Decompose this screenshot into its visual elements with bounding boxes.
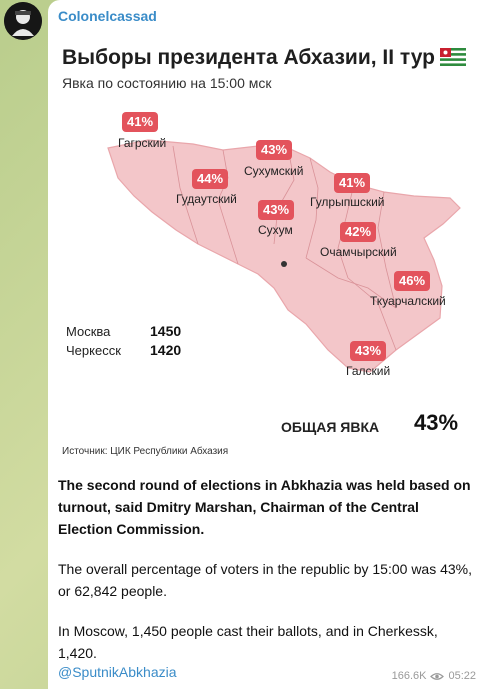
card-subtitle: Явка по состоянию на 15:00 мск	[62, 75, 272, 91]
abkhazia-flag-icon	[440, 48, 466, 66]
badge-gagra: 41%	[122, 112, 159, 132]
eye-icon	[430, 672, 445, 680]
badge-ochamchira: 42%	[340, 222, 377, 242]
post-time: 05:22	[448, 670, 476, 682]
post-paragraph-2: The overall percentage of voters in the …	[58, 561, 473, 599]
district-sukhumsky: Сухумский	[244, 164, 304, 178]
capital-marker	[281, 261, 287, 267]
badge-sukhumsky: 43%	[256, 140, 293, 160]
avatar-figure-icon	[4, 2, 42, 40]
total-turnout-value: 43%	[414, 410, 459, 435]
district-gali: Галский	[346, 364, 391, 378]
source-note: Источник: ЦИК Республики Абхазия	[62, 446, 229, 457]
source-link[interactable]: @SputnikAbkhazia	[58, 664, 177, 680]
post-paragraph-1: The second round of elections in Abkhazi…	[58, 477, 471, 537]
external-count-moscow: 1450	[150, 323, 182, 339]
channel-avatar[interactable]	[4, 2, 42, 40]
district-gagra: Гагрский	[118, 136, 167, 150]
external-city-moscow: Москва	[66, 324, 111, 339]
message-bubble: Colonelcassad Выборы президента Абхазии,…	[48, 0, 486, 689]
badge-sukhum: 43%	[258, 200, 295, 220]
external-count-cherkessk: 1420	[150, 342, 182, 358]
badge-tkuarchal: 46%	[394, 271, 431, 291]
district-tkuarchal: Ткуарчалский	[370, 294, 446, 308]
district-ochamchira: Очамчырский	[320, 245, 397, 259]
badge-gulripsh: 41%	[334, 173, 371, 193]
total-turnout-label: ОБЩАЯ ЯВКА	[281, 419, 380, 435]
infographic-card[interactable]: Выборы президента Абхазии, II тур Явка п…	[48, 28, 486, 460]
message-meta: 166.6K 05:22	[392, 670, 476, 682]
card-title: Выборы президента Абхазии, II тур	[62, 46, 435, 69]
badge-gali: 43%	[350, 341, 387, 361]
district-gulripsh: Гулрыпшский	[310, 195, 385, 209]
external-city-cherkessk: Черкесск	[66, 343, 121, 358]
district-sukhum: Сухум	[258, 223, 293, 237]
map-region-shape	[107, 139, 461, 373]
view-count: 166.6K	[391, 670, 427, 682]
channel-name[interactable]: Colonelcassad	[58, 8, 157, 24]
abkhazia-map	[107, 139, 461, 373]
post-paragraph-3: In Moscow, 1,450 people cast their ballo…	[58, 623, 438, 661]
badge-gudauta: 44%	[192, 169, 229, 189]
district-gudauta: Гудаутский	[176, 192, 237, 206]
